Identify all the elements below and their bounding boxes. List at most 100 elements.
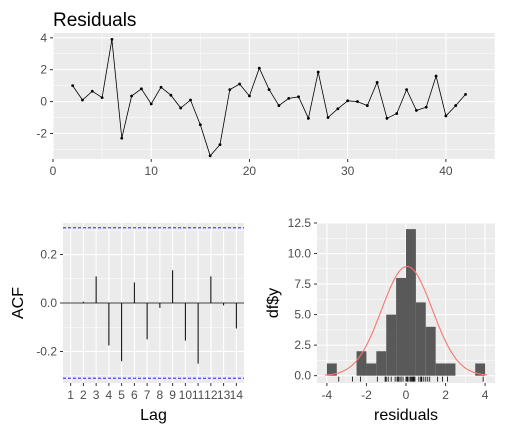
residual-point xyxy=(110,37,114,41)
residual-point xyxy=(267,88,271,92)
x-tick-label: 30 xyxy=(341,164,355,178)
x-tick-label: 4 xyxy=(106,388,113,402)
residuals-line-chart: 0 10 20 30 40 -2 0 2 4 xyxy=(36,31,496,178)
x-tick-label: -2 xyxy=(361,388,372,402)
x-tick-label: 0 xyxy=(50,164,57,178)
residual-point xyxy=(81,98,84,102)
residual-point xyxy=(356,100,359,103)
y-tick-label: 0.0 xyxy=(294,369,311,383)
x-axis-title: Lag xyxy=(140,407,167,424)
residual-point xyxy=(228,88,232,92)
residual-point xyxy=(385,116,389,120)
x-tick-label: 2 xyxy=(80,388,87,402)
residual-point xyxy=(405,88,408,92)
x-tick-label: 4 xyxy=(482,388,489,402)
histogram-bar xyxy=(366,363,377,376)
x-tick-label: 1 xyxy=(67,388,74,402)
x-tick-label: 5 xyxy=(118,388,125,402)
residual-point xyxy=(248,94,251,98)
y-tick-label: -0.2 xyxy=(36,344,57,358)
histogram-bar xyxy=(396,277,406,376)
y-tick-label: 0.2 xyxy=(40,248,57,262)
residual-point xyxy=(297,95,300,99)
residual-point xyxy=(336,107,340,111)
panel-background xyxy=(53,33,495,159)
histogram-bar xyxy=(386,314,397,376)
residuals-histogram: -4 -2 0 2 4 0.0 2.5 5.0 7.5 10.0 12.5 residuals df$y xyxy=(265,216,495,424)
residual-point xyxy=(90,89,94,93)
y-tick-label: 5.0 xyxy=(294,308,311,322)
y-axis-title: df$y xyxy=(265,288,282,318)
y-tick-label: 2 xyxy=(40,63,47,77)
histogram-bar xyxy=(356,351,367,376)
y-tick-label: 2.5 xyxy=(294,338,311,352)
residual-point xyxy=(100,96,104,99)
x-tick-label: 20 xyxy=(243,164,257,178)
y-tick-label: 0 xyxy=(40,95,47,109)
residual-point xyxy=(71,84,75,88)
residual-point xyxy=(257,66,261,70)
x-tick-label: 13 xyxy=(217,388,231,402)
x-tick-label: 12 xyxy=(204,388,218,402)
histogram-bar xyxy=(376,351,387,376)
x-tick-label: -4 xyxy=(322,388,333,402)
residual-point xyxy=(130,94,133,98)
normal-density-curve xyxy=(324,265,488,376)
residual-point xyxy=(287,96,291,100)
x-tick-label: 14 xyxy=(230,388,244,402)
residual-point xyxy=(424,105,428,109)
y-axis-title: ACF xyxy=(10,287,27,319)
y-tick-label: 4 xyxy=(40,31,47,45)
x-tick-label: 8 xyxy=(157,388,164,402)
histogram-bar xyxy=(406,229,416,376)
residual-point xyxy=(140,87,143,91)
y-tick-label: -2 xyxy=(36,126,47,140)
residual-point xyxy=(346,99,350,103)
residual-point xyxy=(306,116,310,120)
histogram-bar xyxy=(326,363,337,376)
residual-point xyxy=(365,104,369,107)
x-tick-label: 9 xyxy=(169,388,176,402)
histogram-bar xyxy=(435,363,446,376)
residual-point xyxy=(159,85,163,89)
residual-point xyxy=(434,74,438,78)
histogram-bar xyxy=(475,363,486,376)
residual-point xyxy=(198,123,202,127)
residual-point xyxy=(395,112,399,115)
residual-point xyxy=(326,116,330,119)
residual-point xyxy=(208,154,212,158)
residual-point xyxy=(179,106,183,110)
residual-point xyxy=(375,81,379,84)
residual-point xyxy=(218,143,222,147)
residual-point xyxy=(169,93,173,97)
y-tick-label: 7.5 xyxy=(294,277,311,291)
x-tick-label: 0 xyxy=(403,388,410,402)
x-tick-label: 11 xyxy=(192,388,205,402)
histogram-bar xyxy=(415,302,426,376)
x-tick-label: 10 xyxy=(145,164,159,178)
y-tick-label: 10.0 xyxy=(288,247,312,261)
x-tick-label: 3 xyxy=(93,388,100,402)
plot-title: Residuals xyxy=(53,10,136,31)
residual-point xyxy=(189,98,192,102)
residual-point xyxy=(464,93,467,96)
residual-point xyxy=(277,104,281,107)
x-axis-title: residuals xyxy=(374,407,438,424)
histogram-bar xyxy=(425,326,436,376)
y-tick-label: 0.0 xyxy=(40,296,57,310)
residual-point xyxy=(415,108,418,112)
residual-point xyxy=(454,104,458,107)
x-tick-label: 10 xyxy=(179,388,193,402)
histogram-bar xyxy=(445,363,456,376)
x-tick-label: 2 xyxy=(442,388,449,402)
residual-point xyxy=(149,102,153,106)
x-tick-label: 40 xyxy=(439,164,453,178)
residual-point xyxy=(120,136,124,140)
y-tick-label: 12.5 xyxy=(288,216,312,230)
residual-point xyxy=(238,82,242,86)
residual-point xyxy=(316,70,320,74)
residual-point xyxy=(444,114,448,118)
x-tick-label: 6 xyxy=(131,388,138,402)
